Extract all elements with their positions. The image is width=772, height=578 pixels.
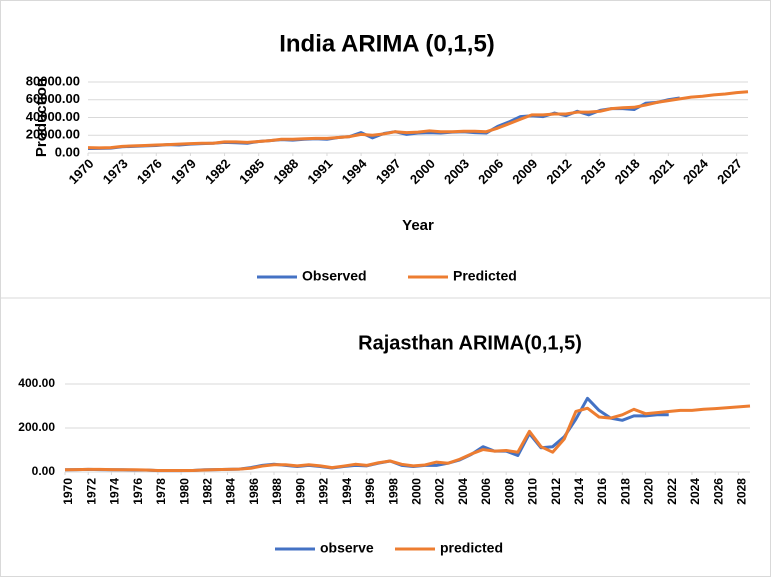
- legend-label: observe: [320, 540, 374, 556]
- legend-label: Predicted: [453, 268, 517, 284]
- x-tick-label: 1978: [154, 478, 168, 505]
- x-tick-label: 2022: [665, 478, 679, 505]
- y-tick-label: 60000.00: [26, 91, 80, 106]
- series-line: [87, 90, 749, 150]
- x-tick-label: 2016: [595, 478, 609, 505]
- y-tick-label: 200.00: [18, 420, 55, 434]
- x-tick-label: 2020: [642, 478, 656, 505]
- x-tick-label: 1990: [293, 478, 307, 505]
- series-line: [64, 404, 751, 472]
- y-tick-label: 20000.00: [26, 127, 80, 142]
- x-tick-label: 2014: [572, 478, 586, 505]
- x-tick-label: 1996: [363, 478, 377, 505]
- chart-title: Rajasthan ARIMA(0,1,5): [358, 332, 582, 354]
- x-tick-label: 1992: [317, 478, 331, 505]
- y-tick-label: 0.00: [32, 464, 56, 478]
- x-tick-label: 1970: [61, 478, 75, 505]
- y-tick-label: 40000.00: [26, 109, 80, 124]
- x-tick-label: 1994: [340, 478, 354, 505]
- x-tick-label: 1988: [270, 478, 284, 505]
- x-tick-label: 2028: [735, 478, 749, 505]
- x-tick-label: 1998: [386, 478, 400, 505]
- y-tick-label: 0.00: [55, 144, 80, 159]
- y-tick-label: 400.00: [18, 376, 55, 390]
- x-tick-label: 2012: [549, 478, 563, 505]
- y-tick-label: 80000.00: [26, 73, 80, 88]
- x-tick-label: 1986: [247, 478, 261, 505]
- x-tick-label: 2018: [618, 478, 632, 505]
- x-tick-label: 2026: [711, 478, 725, 505]
- legend-label: Observed: [302, 268, 367, 284]
- x-tick-label: 2006: [479, 478, 493, 505]
- x-tick-label: 1974: [108, 478, 122, 505]
- x-tick-label: 1976: [131, 478, 145, 505]
- x-tick-label: 2010: [526, 478, 540, 505]
- x-tick-label: 2004: [456, 478, 470, 505]
- x-tick-label: 1982: [200, 478, 214, 505]
- x-tick-label: 1984: [224, 478, 238, 505]
- x-tick-label: 2002: [433, 478, 447, 505]
- chart-title: India ARIMA (0,1,5): [279, 30, 495, 57]
- x-tick-label: 2024: [688, 478, 702, 505]
- x-tick-label: 2000: [409, 478, 423, 505]
- y-axis-title: Production: [33, 78, 50, 157]
- x-tick-label: 2008: [502, 478, 516, 505]
- legend-label: predicted: [440, 540, 503, 556]
- x-tick-label: 1972: [84, 478, 98, 505]
- x-tick-label: 1980: [177, 478, 191, 505]
- x-axis-title: Year: [402, 217, 434, 234]
